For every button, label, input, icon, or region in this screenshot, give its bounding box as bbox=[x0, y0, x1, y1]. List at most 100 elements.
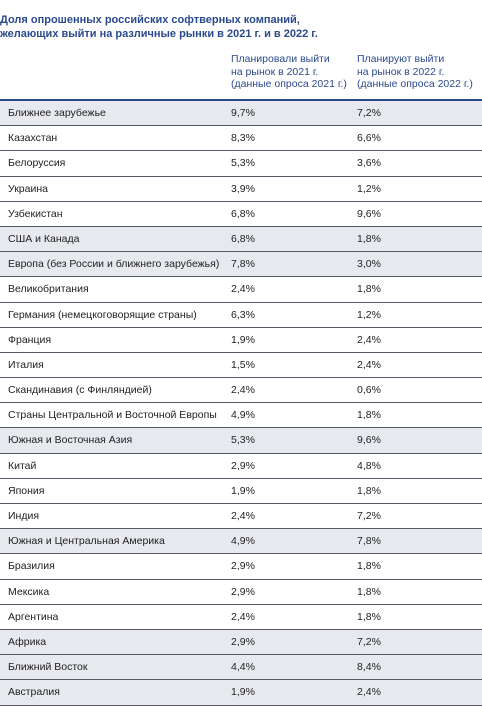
share-2021-cell: 2,4% bbox=[231, 610, 255, 623]
share-2022-cell: 8,4% bbox=[357, 661, 381, 674]
market-name-cell: Ближний Восток bbox=[8, 661, 88, 674]
table-row: Бразилия 2,9% 1,8% bbox=[0, 554, 482, 580]
share-2022-cell: 7,2% bbox=[357, 635, 381, 648]
table-row: Франция 1,9% 2,4% bbox=[0, 328, 482, 353]
share-2021-cell: 5,3% bbox=[231, 434, 255, 447]
column-header-2021: Планировали выйти на рынок в 2021 г. (да… bbox=[231, 53, 347, 91]
share-2022-cell: 1,8% bbox=[357, 232, 381, 245]
share-2021-cell: 5,3% bbox=[231, 157, 255, 170]
market-name-cell: Южная и Центральная Америка bbox=[8, 535, 165, 548]
market-name-cell: Южная и Восточная Азия bbox=[8, 434, 133, 447]
share-2022-cell: 6,6% bbox=[357, 132, 381, 145]
share-2021-cell: 1,9% bbox=[231, 333, 255, 346]
table-row: Италия 1,5% 2,4% bbox=[0, 353, 482, 379]
share-2021-cell: 2,9% bbox=[231, 459, 255, 472]
share-2022-cell: 1,8% bbox=[357, 484, 381, 497]
share-2021-cell: 3,9% bbox=[231, 182, 255, 195]
table-row: Китай 2,9% 4,8% bbox=[0, 454, 482, 479]
share-2022-cell: 1,2% bbox=[357, 182, 381, 195]
market-name-cell: Франция bbox=[8, 333, 52, 346]
share-2022-cell: 4,8% bbox=[357, 459, 381, 472]
table-row: Аргентина 2,4% 1,8% bbox=[0, 605, 482, 630]
share-2022-cell: 0,6% bbox=[357, 384, 381, 397]
table-row: Южная и Восточная Азия 5,3% 9,6% bbox=[0, 428, 482, 454]
table-title: Доля опрошенных российских софтверных ко… bbox=[0, 13, 470, 41]
table-row: Узбекистан 6,8% 9,6% bbox=[0, 202, 482, 227]
market-name-cell: Казахстан bbox=[8, 132, 58, 145]
share-2022-cell: 1,8% bbox=[357, 409, 381, 422]
column-header-2022-line: Планируют выйти bbox=[357, 53, 445, 65]
share-2021-cell: 2,4% bbox=[231, 283, 255, 296]
share-2022-cell: 9,6% bbox=[357, 434, 381, 447]
market-name-cell: Белоруссия bbox=[8, 157, 66, 170]
market-name-cell: США и Канада bbox=[8, 232, 80, 245]
share-2021-cell: 7,8% bbox=[231, 258, 255, 271]
market-name-cell: Африка bbox=[8, 635, 47, 648]
market-name-cell: Мексика bbox=[8, 585, 50, 598]
table-row: США и Канада 6,8% 1,8% bbox=[0, 226, 482, 253]
share-2022-cell: 7,2% bbox=[357, 107, 381, 119]
column-header-2022-line: на рынок в 2022 г. bbox=[357, 65, 445, 78]
header-divider bbox=[0, 99, 482, 101]
table-row: Казахстан 8,3% 6,6% bbox=[0, 126, 482, 152]
share-2021-cell: 2,9% bbox=[231, 635, 255, 648]
table-row: Австралия 1,9% 2,4% bbox=[0, 680, 482, 706]
table-row: Ближний Восток 4,4% 8,4% bbox=[0, 655, 482, 681]
share-2021-cell: 4,9% bbox=[231, 535, 255, 548]
column-header-2021-line: на рынок в 2021 г. bbox=[231, 65, 319, 78]
share-2021-cell: 4,4% bbox=[231, 661, 255, 674]
market-name-cell: Страны Центральной и Восточной Европы bbox=[8, 409, 217, 422]
market-name-cell: Украина bbox=[8, 182, 48, 195]
share-2021-cell: 1,9% bbox=[231, 484, 255, 497]
title-line-2: желающих выйти на различные рынки в 2021… bbox=[0, 28, 318, 40]
share-2022-cell: 3,0% bbox=[357, 258, 381, 271]
share-2022-cell: 9,6% bbox=[357, 207, 381, 220]
table-row: Украина 3,9% 1,2% bbox=[0, 177, 482, 202]
share-2021-cell: 9,7% bbox=[231, 107, 255, 119]
table-row: Скандинавия (с Финляндией) 2,4% 0,6% bbox=[0, 378, 482, 404]
share-2022-cell: 3,6% bbox=[357, 157, 381, 170]
share-2021-cell: 1,5% bbox=[231, 358, 255, 371]
share-2022-cell: 1,8% bbox=[357, 283, 381, 296]
column-header-2022-line: (данные опроса 2022 г.) bbox=[357, 78, 473, 90]
share-2022-cell: 2,4% bbox=[357, 333, 381, 346]
table-row: Мексика 2,9% 1,8% bbox=[0, 580, 482, 605]
column-header-2022: Планируют выйти на рынок в 2022 г. (данн… bbox=[357, 53, 473, 91]
market-name-cell: Бразилия bbox=[8, 560, 55, 573]
column-header-2021-line: (данные опроса 2021 г.) bbox=[231, 78, 347, 90]
title-line-1: Доля опрошенных российских софтверных ко… bbox=[0, 14, 300, 26]
table-row: Индия 2,4% 7,2% bbox=[0, 504, 482, 530]
market-name-cell: Европа (без России и ближнего зарубежья) bbox=[8, 258, 220, 271]
share-2021-cell: 6,8% bbox=[231, 232, 255, 245]
share-2021-cell: 4,9% bbox=[231, 409, 255, 422]
share-2021-cell: 6,8% bbox=[231, 207, 255, 220]
table-row: Европа (без России и ближнего зарубежья)… bbox=[0, 252, 482, 278]
share-2022-cell: 1,8% bbox=[357, 560, 381, 573]
market-name-cell: Германия (немецкоговорящие страны) bbox=[8, 308, 197, 321]
market-name-cell: Япония bbox=[8, 484, 45, 497]
share-2021-cell: 6,3% bbox=[231, 308, 255, 321]
table-row: Южная и Центральная Америка 4,9% 7,8% bbox=[0, 529, 482, 555]
share-2021-cell: 1,9% bbox=[231, 686, 255, 699]
table-row: Япония 1,9% 1,8% bbox=[0, 479, 482, 504]
market-name-cell: Ближнее зарубежье bbox=[8, 107, 106, 119]
share-2022-cell: 1,8% bbox=[357, 585, 381, 598]
table-row: Ближнее зарубежье 9,7% 7,2% bbox=[0, 101, 482, 127]
market-name-cell: Италия bbox=[8, 358, 44, 371]
share-2022-cell: 2,4% bbox=[357, 686, 381, 699]
share-2021-cell: 2,9% bbox=[231, 560, 255, 573]
market-name-cell: Скандинавия (с Финляндией) bbox=[8, 384, 152, 397]
market-name-cell: Австралия bbox=[8, 686, 60, 699]
table-row: Германия (немецкоговорящие страны) 6,3% 1,… bbox=[0, 303, 482, 328]
column-header-2021-line: Планировали выйти bbox=[231, 53, 330, 65]
share-2022-cell: 1,8% bbox=[357, 610, 381, 623]
share-2022-cell: 2,4% bbox=[357, 358, 381, 371]
table-row: Белоруссия 5,3% 3,6% bbox=[0, 151, 482, 177]
table-row: Великобритания 2,4% 1,8% bbox=[0, 277, 482, 303]
share-2021-cell: 8,3% bbox=[231, 132, 255, 145]
market-name-cell: Великобритания bbox=[8, 283, 89, 296]
table-body: Ближнее зарубежье 9,7% 7,2% Казахстан 8,3% 6,… bbox=[0, 101, 482, 706]
share-2021-cell: 2,4% bbox=[231, 384, 255, 397]
table-row: Страны Центральной и Восточной Европы 4,9… bbox=[0, 403, 482, 429]
table-row: Африка 2,9% 7,2% bbox=[0, 629, 482, 656]
